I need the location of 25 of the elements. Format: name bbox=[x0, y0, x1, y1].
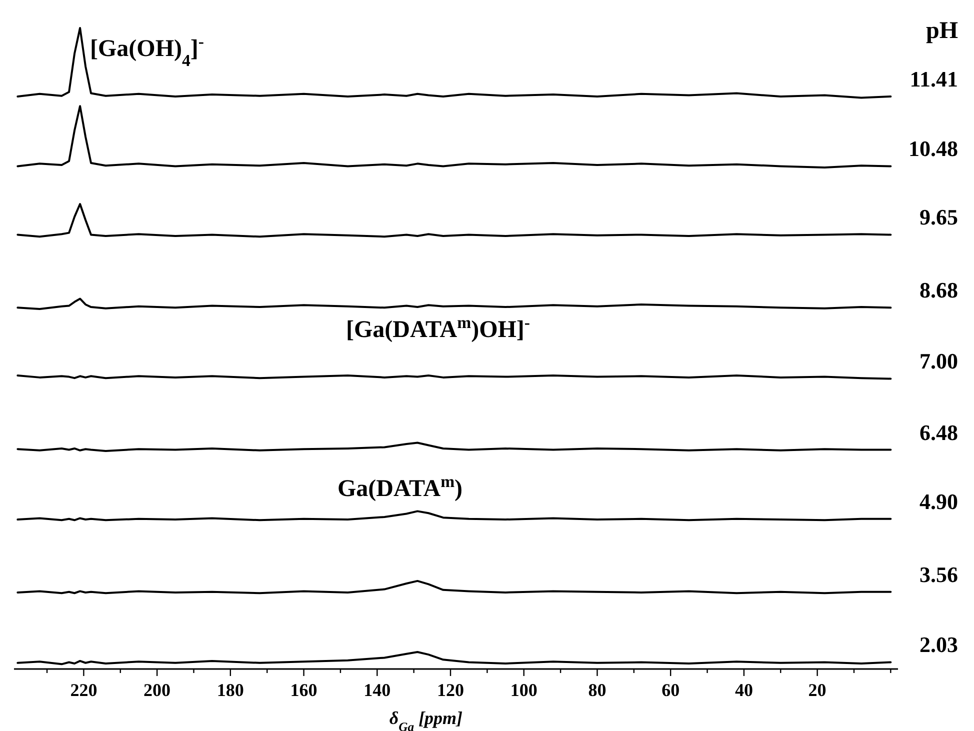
series-label: 4.90 bbox=[920, 488, 958, 514]
x-tick-label: 200 bbox=[144, 680, 171, 700]
series-label: 11.41 bbox=[910, 66, 958, 92]
x-tick-label: 20 bbox=[808, 680, 826, 700]
series-label: 9.65 bbox=[920, 204, 958, 230]
x-tick-label: 120 bbox=[437, 680, 464, 700]
series-label: 8.68 bbox=[920, 278, 958, 303]
series-label: 7.00 bbox=[920, 348, 958, 374]
x-tick-label: 100 bbox=[510, 680, 538, 700]
x-tick-label: 40 bbox=[734, 680, 753, 700]
series-label: 2.03 bbox=[920, 632, 958, 658]
series-label: 6.48 bbox=[920, 420, 958, 445]
series-label: 3.56 bbox=[920, 562, 958, 587]
x-tick-label: 180 bbox=[216, 680, 244, 700]
x-tick-label: 220 bbox=[70, 680, 98, 700]
x-axis-title: δ$_{Ga}$ [ppm] bbox=[389, 708, 463, 731]
annotation: [Ga(OH)$_{4}$]$^{-}$ bbox=[90, 32, 204, 70]
text: pH bbox=[926, 18, 958, 44]
x-tick-label: 140 bbox=[364, 680, 391, 700]
annotation: Ga(DATA$^{m}$) bbox=[337, 472, 463, 502]
x-tick-label: 80 bbox=[588, 680, 606, 700]
annotation: [Ga(DATA$^{m}$)OH]$^{-}$ bbox=[346, 312, 530, 343]
x-tick-label: 60 bbox=[662, 680, 680, 700]
series-label: 10.48 bbox=[908, 136, 958, 162]
x-tick-label: 160 bbox=[290, 680, 318, 700]
